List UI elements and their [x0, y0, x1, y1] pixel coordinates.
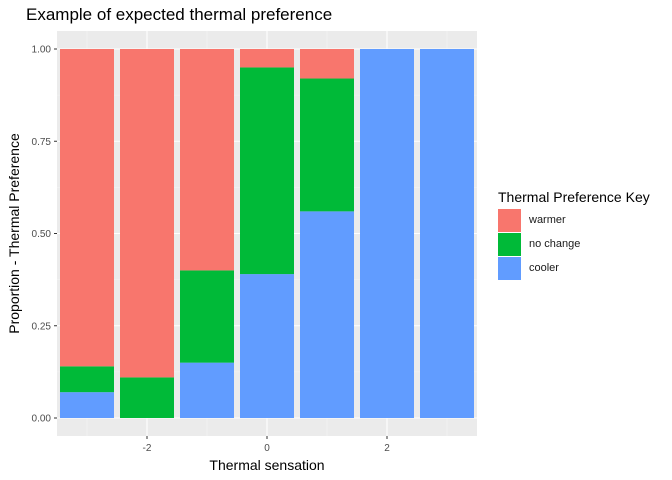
- bar-cooler-x2: [360, 49, 414, 418]
- bar-warmer-x-2: [120, 49, 174, 378]
- bar-warmer-x-1: [180, 49, 234, 271]
- chart-title: Example of expected thermal preference: [26, 5, 333, 24]
- y-tick-label: 0.50: [32, 229, 52, 240]
- legend-title: Thermal Preference Key: [498, 189, 650, 205]
- bar-cooler-x0: [240, 274, 294, 418]
- legend-swatch: [498, 257, 521, 280]
- bar-cooler-x-1: [180, 362, 234, 418]
- bar-cooler-x1: [300, 211, 354, 418]
- legend-label: warmer: [529, 214, 566, 226]
- bar-no-change-x-3: [60, 366, 114, 393]
- legend-label: cooler: [529, 262, 559, 274]
- legend-swatch: [498, 233, 521, 256]
- bar-no-change-x0: [240, 67, 294, 275]
- bar-no-change-x-1: [180, 270, 234, 363]
- bar-warmer-x-3: [60, 49, 114, 367]
- x-tick-label: 2: [384, 443, 390, 454]
- bar-warmer-x1: [300, 49, 354, 79]
- bar-warmer-x0: [240, 49, 294, 68]
- y-axis-title: Proportion - Thermal Preference: [6, 133, 22, 334]
- legend-label: no change: [529, 238, 581, 250]
- x-tick-label: -2: [143, 443, 152, 454]
- x-axis-title: Thermal sensation: [209, 457, 324, 473]
- legend-swatch: [498, 209, 521, 232]
- x-tick-label: 0: [264, 443, 270, 454]
- y-tick-label: 0.00: [32, 414, 52, 425]
- bar-no-change-x1: [300, 78, 354, 212]
- y-tick-label: 1.00: [32, 45, 52, 56]
- y-tick-label: 0.25: [32, 321, 52, 332]
- bar-cooler-x-3: [60, 392, 114, 418]
- y-tick-label: 0.75: [32, 137, 52, 148]
- bar-no-change-x-2: [120, 377, 174, 418]
- bar-cooler-x3: [420, 49, 474, 418]
